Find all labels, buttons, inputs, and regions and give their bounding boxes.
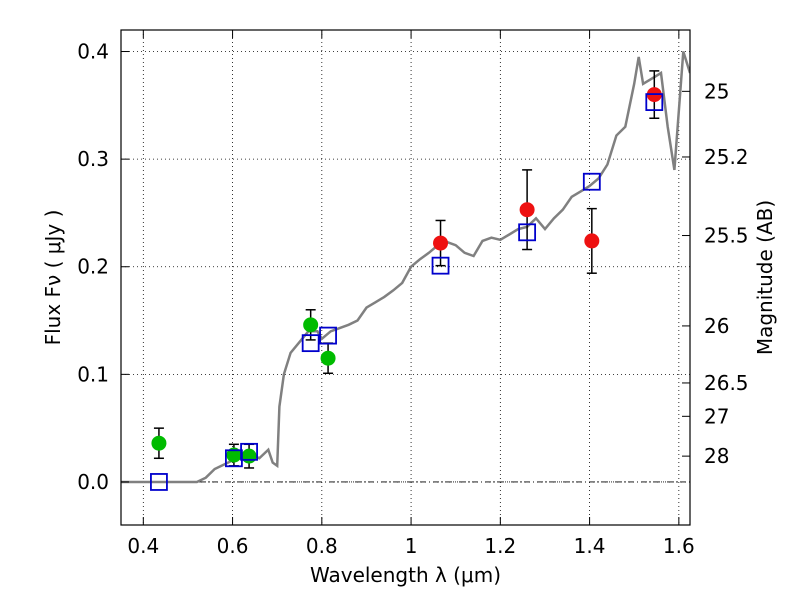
observed-optical-point [320,350,336,366]
y2-tick-label: 26 [704,314,729,338]
y-tick-label: 0.3 [77,147,109,171]
model-photometry-square [150,473,168,491]
plot-frame [120,29,691,526]
y2-axis-label: Magnitude (AB) [753,200,777,355]
observed-nir-point [519,202,535,218]
y-axis-label: Flux Fν ( μJy ) [41,210,65,346]
observed-optical-point [226,447,242,463]
model-photometry-square [431,256,450,275]
x-tick-label: 0.6 [217,534,249,558]
template-spectrum-line [121,51,690,484]
x-tick-label: 0.8 [306,534,338,558]
y2-tick-label: 25.5 [704,224,749,248]
y2-tick-label: 26.5 [704,371,749,395]
y-tick-label: 0.2 [77,255,109,279]
x-tick-label: 1 [405,534,418,558]
model-photometry-square [301,334,320,353]
x-tick-label: 1.4 [574,534,606,558]
x-tick-label: 0.4 [127,534,159,558]
y2-tick-label: 28 [704,444,729,468]
y2-tick-label: 27 [704,404,729,428]
model-photometry-square [582,172,601,191]
y-tick-label: 0.0 [77,470,109,494]
plot-series [121,51,690,491]
observed-nir-point [584,233,600,249]
model-photometry-square [240,442,258,461]
y-tick-label: 0.4 [77,40,109,64]
y2-tick-label: 25.2 [704,145,749,169]
x-tick-label: 1.6 [663,534,695,558]
x-axis-label: Wavelength λ (μm) [310,563,501,587]
observed-optical-point [303,317,319,333]
model-photometry-square [518,223,537,242]
model-photometry-square [319,326,337,345]
grid-lines [121,30,690,525]
observed-optical-point [151,435,167,451]
observed-optical-point [241,448,257,464]
y2-tick-label: 25 [704,79,729,103]
axis-ticks: 0.4 0.6 0.8 1 1.2 1.4 1.6 0.0 0.1 0.2 0.3 0.4 25 25.2… [77,30,749,558]
model-photometry-square [645,93,664,111]
y-tick-label: 0.1 [77,362,109,386]
observed-nir-point [433,235,449,251]
x-tick-label: 1.2 [484,534,516,558]
